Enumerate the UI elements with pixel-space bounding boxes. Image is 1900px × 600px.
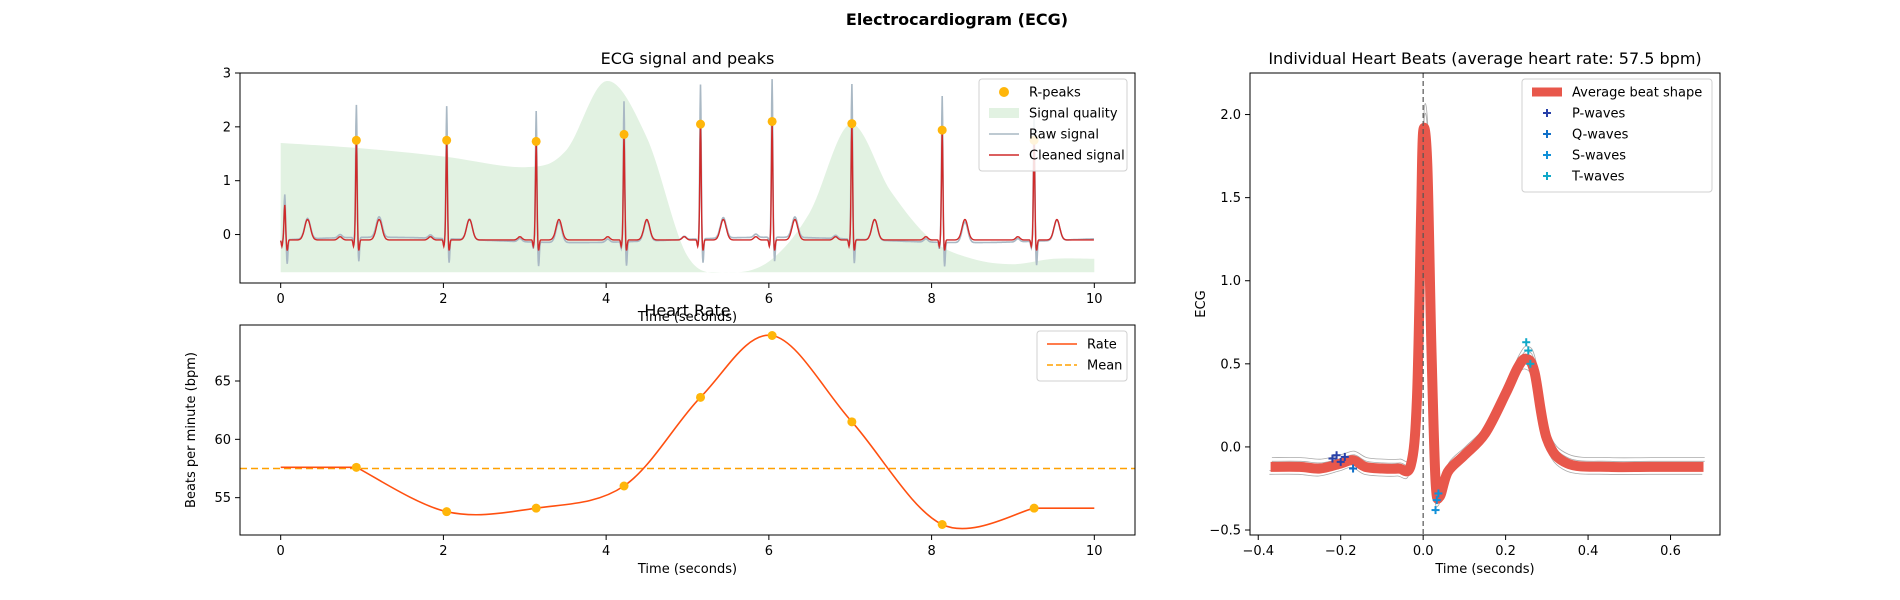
ecg-signal-axes: 0 2 4 6 8 10 0 1 2 3 ECG signal and peaks Time (sec… — [223, 49, 1136, 325]
heart-rate-line — [280, 334, 1095, 530]
legend-label: P-waves — [1572, 107, 1626, 122]
rate-ytick-label: 65 — [214, 375, 231, 390]
beats-xtick-label: −0.2 — [1325, 544, 1357, 559]
heart-rate-point — [1029, 503, 1039, 513]
heart-rate-plot-area — [240, 331, 1135, 530]
beats-xlabel: Time (seconds) — [1434, 562, 1534, 577]
legend-item-signal-quality: Signal quality — [989, 107, 1118, 122]
beats-ytick-label: 1.0 — [1220, 274, 1241, 289]
ecg-xtick-label: 2 — [439, 292, 447, 307]
r-peak-point — [937, 125, 947, 135]
heart-rate-point — [767, 331, 777, 340]
ecg-ytick-label: 2 — [223, 120, 231, 135]
legend-label: T-waves — [1571, 170, 1625, 185]
individual-beat-line — [1269, 146, 1703, 508]
legend-label: Cleaned signal — [1029, 149, 1125, 164]
ecg-xtick-label: 10 — [1086, 292, 1103, 307]
rate-xtick-label: 2 — [439, 544, 447, 559]
rate-title: Heart Rate — [644, 301, 730, 320]
ecg-xtick-label: 6 — [765, 292, 773, 307]
rate-xtick-label: 4 — [602, 544, 610, 559]
heart-rate-point — [351, 462, 361, 472]
ecg-ytick-label: 3 — [223, 67, 231, 82]
heart-rate-point — [442, 507, 452, 517]
beats-ytick-label: 1.5 — [1220, 191, 1241, 206]
legend-label: Q-waves — [1572, 128, 1629, 143]
heart-rate-point — [619, 481, 629, 491]
r-peak-point — [767, 116, 777, 126]
r-peak-point — [442, 135, 452, 145]
r-peak-point — [351, 135, 361, 145]
beats-xtick-label: 0.2 — [1495, 544, 1516, 559]
rate-ylabel: Beats per minute (bpm) — [184, 352, 199, 508]
ecg-xlabel: Time (seconds) — [637, 310, 737, 325]
cleaned-signal-line — [280, 121, 1094, 251]
r-peak-point — [847, 119, 857, 129]
heart-rate-point — [531, 503, 541, 513]
heart-rate-point — [696, 392, 706, 402]
ecg-ytick-label: 0 — [223, 228, 231, 243]
ecg-xtick-label: 0 — [277, 292, 285, 307]
beats-xtick-label: 0.6 — [1660, 544, 1681, 559]
legend-item-p-waves: P-waves — [1543, 107, 1626, 122]
beats-ytick-label: 0.0 — [1220, 440, 1241, 455]
beats-title: Individual Heart Beats (average heart ra… — [1268, 49, 1701, 68]
beats-xtick-label: 0.0 — [1413, 544, 1434, 559]
beats-frame — [1249, 72, 1721, 536]
legend-box — [978, 78, 1128, 172]
figure-title: Electrocardiogram (ECG) — [846, 10, 1068, 29]
ecg-xtick-label: 8 — [927, 292, 935, 307]
legend-item-s-waves: S-waves — [1543, 149, 1626, 164]
rate-ytick-label: 55 — [214, 491, 231, 506]
average-beat-line — [1270, 122, 1704, 504]
rate-xlabel: Time (seconds) — [637, 562, 737, 577]
legend-box — [1521, 78, 1713, 193]
legend-label: S-waves — [1572, 149, 1626, 164]
heart-beats-axes: −0.4 −0.2 0.0 0.2 0.4 0.6 −0.5 0.0 0.5 1.0 1.5 2.0 I… — [1194, 49, 1721, 577]
beats-xtick-label: −0.4 — [1242, 544, 1274, 559]
beats-ytick-label: 2.0 — [1220, 108, 1241, 123]
beats-ytick-label: −0.5 — [1209, 524, 1241, 539]
ecg-title: ECG signal and peaks — [601, 49, 775, 68]
legend-item-raw-signal: Raw signal — [989, 128, 1099, 143]
ecg-frame — [239, 72, 1136, 284]
legend-label: Mean — [1087, 359, 1122, 374]
legend-item-cleaned-signal: Cleaned signal — [989, 149, 1125, 164]
r-peak-point — [696, 119, 706, 129]
legend-label: Raw signal — [1029, 128, 1099, 143]
ecg-xtick-label: 4 — [602, 292, 610, 307]
rate-xtick-label: 10 — [1086, 544, 1103, 559]
rate-ytick-label: 60 — [214, 433, 231, 448]
ecg-plot-area — [279, 79, 1095, 273]
legend-label: Average beat shape — [1572, 86, 1702, 101]
rate-xtick-label: 8 — [927, 544, 935, 559]
legend-item-t-waves: T-waves — [1543, 170, 1625, 185]
legend-marker — [999, 87, 1009, 97]
r-peak-point — [531, 136, 541, 146]
legend-item-average-beat-shape: Average beat shape — [1532, 86, 1702, 101]
heart-rate-point — [937, 520, 947, 529]
beats-ytick-label: 0.5 — [1220, 357, 1241, 372]
legend-item-r-peaks: R-peaks — [999, 86, 1081, 101]
rate-xtick-label: 6 — [765, 544, 773, 559]
rate-xtick-label: 0 — [277, 544, 285, 559]
ecg-ytick-label: 1 — [223, 174, 231, 189]
legend-item-mean: Mean — [1047, 359, 1122, 374]
legend-label: R-peaks — [1029, 86, 1081, 101]
beats-ylabel: ECG — [1194, 290, 1209, 317]
beats-xtick-label: 0.4 — [1578, 544, 1599, 559]
heart-beats-plot-area — [1269, 73, 1705, 535]
r-peak-point — [619, 129, 629, 139]
legend-label: Rate — [1087, 338, 1117, 353]
legend-marker — [989, 108, 1019, 118]
heart-rate-point — [847, 417, 857, 427]
legend-label: Signal quality — [1029, 107, 1118, 122]
legend-item-q-waves: Q-waves — [1543, 128, 1629, 143]
legend-item-rate: Rate — [1047, 338, 1117, 353]
rate-frame — [239, 324, 1136, 536]
signal-quality-area — [280, 80, 1095, 273]
